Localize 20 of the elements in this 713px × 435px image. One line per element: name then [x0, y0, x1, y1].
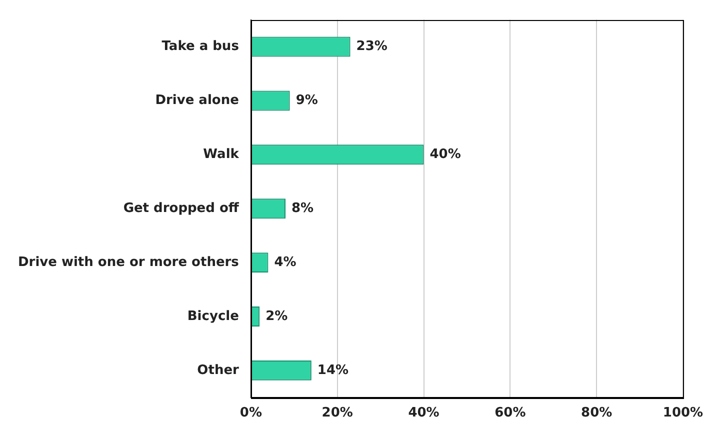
x-tick-label: 40% [408, 406, 440, 421]
y-tick-label: Drive with one or more others [18, 254, 240, 270]
data-label: 8% [291, 200, 314, 216]
x-tick-label: 100% [662, 406, 704, 421]
data-label: 2% [266, 308, 288, 324]
data-label: 9% [296, 93, 318, 108]
data-label: 40% [430, 147, 461, 162]
y-tick-label: Take a bus [162, 39, 240, 54]
y-tick-label: Get dropped off [123, 200, 240, 216]
data-label: 23% [356, 39, 388, 54]
x-tick-label: 80% [581, 406, 612, 421]
x-tick-label: 0% [240, 406, 262, 421]
y-tick-label: Drive alone [155, 93, 240, 108]
x-tick-label: 60% [494, 406, 526, 421]
y-tick-label: Other [197, 362, 240, 378]
data-label: 4% [274, 254, 296, 270]
x-tick-label: 20% [322, 406, 353, 421]
data-label: 14% [317, 362, 349, 378]
y-tick-label: Walk [203, 147, 240, 162]
y-tick-label: Bicycle [187, 308, 240, 324]
